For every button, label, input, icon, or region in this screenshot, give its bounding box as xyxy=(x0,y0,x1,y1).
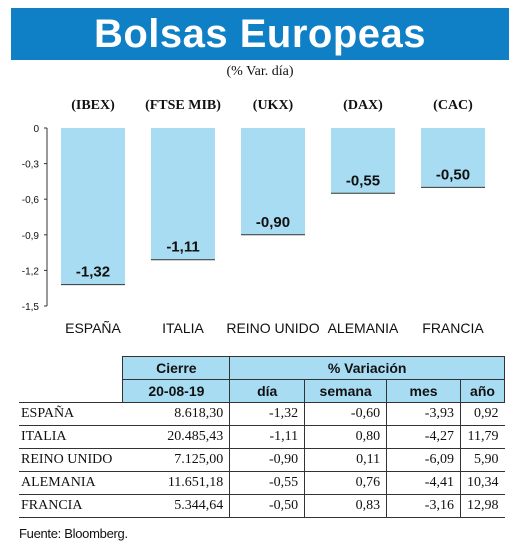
y-tick-label: -0,3 xyxy=(22,160,40,171)
x-category-label: ITALIA xyxy=(162,320,204,336)
chart-subtitle: (% Var. día) xyxy=(226,64,294,79)
data-label: -0,50 xyxy=(436,166,470,183)
row-dia: -1,11 xyxy=(229,425,306,449)
index-code-label: (DAX) xyxy=(343,98,383,113)
row-ano: 5,90 xyxy=(460,448,505,472)
bar xyxy=(331,128,395,194)
row-cierre: 5.344,64 xyxy=(122,494,231,518)
row-cierre: 11.651,18 xyxy=(122,471,231,495)
row-semana: 0,83 xyxy=(304,494,388,518)
row-semana: 0,11 xyxy=(304,448,388,472)
row-cierre: 20.485,43 xyxy=(122,425,231,449)
header-variacion: % Variación xyxy=(229,356,505,380)
table-row: ESPAÑA 8.618,30 -1,32 -0,60 -3,93 0,92 xyxy=(19,402,505,426)
bar xyxy=(241,128,305,235)
row-mes: -3,93 xyxy=(386,402,461,426)
table-row: ITALIA 20.485,43 -1,11 0,80 -4,27 11,79 xyxy=(19,425,505,449)
header-date: 20-08-19 xyxy=(122,379,231,403)
stock-table: Cierre % Variación 20-08-19 día semana m… xyxy=(19,356,506,518)
row-dia: -0,50 xyxy=(229,494,306,518)
row-cierre: 7.125,00 xyxy=(122,448,231,472)
header-semana: semana xyxy=(304,379,388,403)
index-code-label: (IBEX) xyxy=(71,98,115,113)
row-mes: -3,16 xyxy=(386,494,461,518)
y-tick-label: -0,9 xyxy=(22,231,40,242)
data-label: -0,55 xyxy=(346,172,380,189)
row-cierre: 8.618,30 xyxy=(122,402,231,426)
data-label: -1,32 xyxy=(76,264,110,281)
data-label: -1,11 xyxy=(166,239,199,256)
y-tick-label: 0 xyxy=(33,124,39,135)
row-country: REINO UNIDO xyxy=(19,448,123,472)
row-country: FRANCIA xyxy=(19,494,123,518)
row-ano: 11,79 xyxy=(460,425,505,449)
row-ano: 12,98 xyxy=(460,494,505,518)
title-banner: Bolsas Europeas xyxy=(11,8,509,60)
bar xyxy=(151,128,215,260)
row-semana: -0,60 xyxy=(304,402,388,426)
table-row: ALEMANIA 11.651,18 -0,55 0,76 -4,41 10,3… xyxy=(19,471,505,495)
index-code-label: (CAC) xyxy=(433,98,473,113)
header-mes: mes xyxy=(386,379,461,403)
chart-title: Bolsas Europeas xyxy=(93,11,427,56)
row-semana: 0,76 xyxy=(304,471,388,495)
header-dia: día xyxy=(229,379,306,403)
index-code-label: (FTSE MIB) xyxy=(145,98,221,113)
data-label: -0,90 xyxy=(256,214,290,231)
y-tick-label: -1,2 xyxy=(22,266,40,277)
row-mes: -4,41 xyxy=(386,471,461,495)
y-axis: 0 -0,3 -0,6 -0,9 -1,2 -1,5 xyxy=(22,124,48,313)
row-country: ESPAÑA xyxy=(19,402,123,426)
index-code-label: (UKX) xyxy=(253,98,294,113)
x-category-label: ALEMANIA xyxy=(328,320,399,336)
header-cierre: Cierre xyxy=(122,356,231,380)
row-mes: -6,09 xyxy=(386,448,461,472)
row-country: ALEMANIA xyxy=(19,471,123,495)
bar xyxy=(61,128,125,285)
header-ano: año xyxy=(459,379,506,403)
row-semana: 0,80 xyxy=(304,425,388,449)
bar-chart: 0-0,3-0,6-0,9-1,2-1,5 (IBEX)-1,32ESPAÑA(… xyxy=(22,98,485,336)
table-row: REINO UNIDO 7.125,00 -0,90 0,11 -6,09 5,… xyxy=(19,448,505,472)
row-dia: -0,90 xyxy=(229,448,306,472)
row-dia: -1,32 xyxy=(229,402,306,426)
row-country: ITALIA xyxy=(19,425,123,449)
y-tick-label: -0,6 xyxy=(22,195,40,206)
row-ano: 0,92 xyxy=(460,402,505,426)
bars-group: (IBEX) -1,32 ESPAÑA (FTSE MIB) -1,11 ITALIA (U… xyxy=(61,98,485,336)
x-category-label: REINO UNIDO xyxy=(226,320,319,336)
row-dia: -0,55 xyxy=(229,471,306,495)
row-ano: 10,34 xyxy=(460,471,505,495)
x-category-label: FRANCIA xyxy=(422,320,484,336)
y-tick-label: -1,5 xyxy=(22,302,40,313)
x-category-label: ESPAÑA xyxy=(65,320,121,336)
row-mes: -4,27 xyxy=(386,425,461,449)
source-note: Fuente: Bloomberg. xyxy=(19,526,128,541)
table-row: FRANCIA 5.344,64 -0,50 0,83 -3,16 12,98 xyxy=(19,494,505,518)
bar xyxy=(421,128,485,188)
